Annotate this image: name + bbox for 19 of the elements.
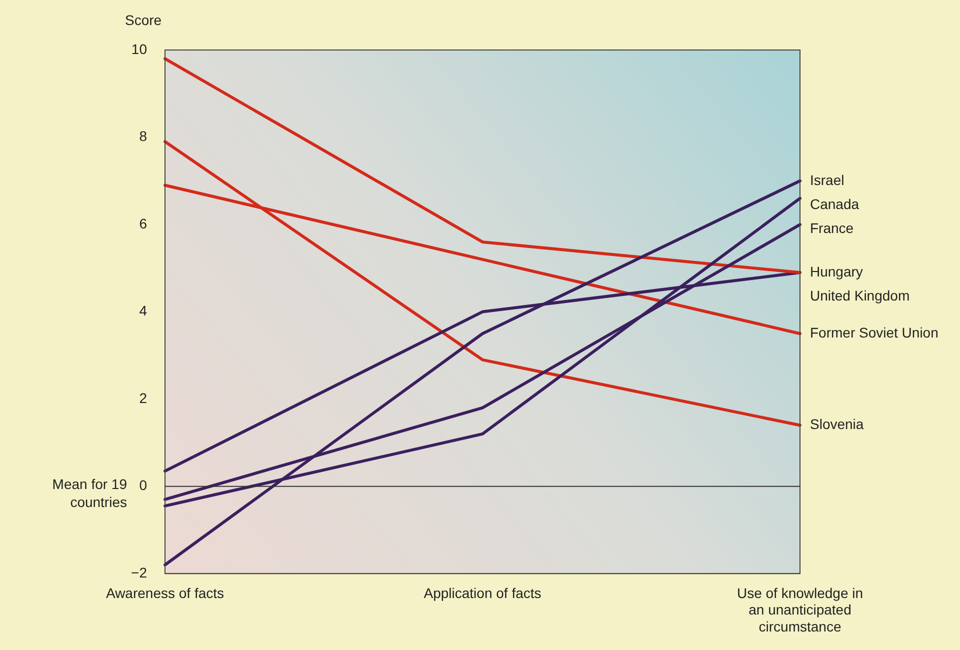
y-tick-label: −2 — [131, 564, 148, 580]
x-tick-label: Awareness of facts — [106, 584, 224, 601]
y-tick-label: 2 — [139, 390, 148, 406]
series-label: Canada — [810, 196, 860, 212]
y-tick-label: 0 — [139, 477, 148, 494]
y-tick-label: 8 — [139, 128, 148, 144]
y-axis-title: Score — [125, 12, 162, 28]
ref-line-label: Mean for 19 countries — [52, 476, 128, 510]
x-tick-label: Use of knowledge in an unanticipated circumstance — [736, 584, 864, 634]
series-label: Slovenia — [810, 416, 864, 432]
series-label: France — [810, 220, 854, 236]
series-label: Israel — [810, 172, 844, 188]
series-label: United Kingdom — [810, 287, 910, 304]
y-tick-label: 4 — [139, 302, 148, 319]
y-tick-label: 6 — [139, 215, 148, 232]
y-tick-label: 10 — [131, 40, 148, 57]
series-label: Hungary — [810, 263, 863, 280]
x-tick-label: Application of facts — [424, 584, 542, 601]
series-label: Former Soviet Union — [810, 324, 938, 340]
